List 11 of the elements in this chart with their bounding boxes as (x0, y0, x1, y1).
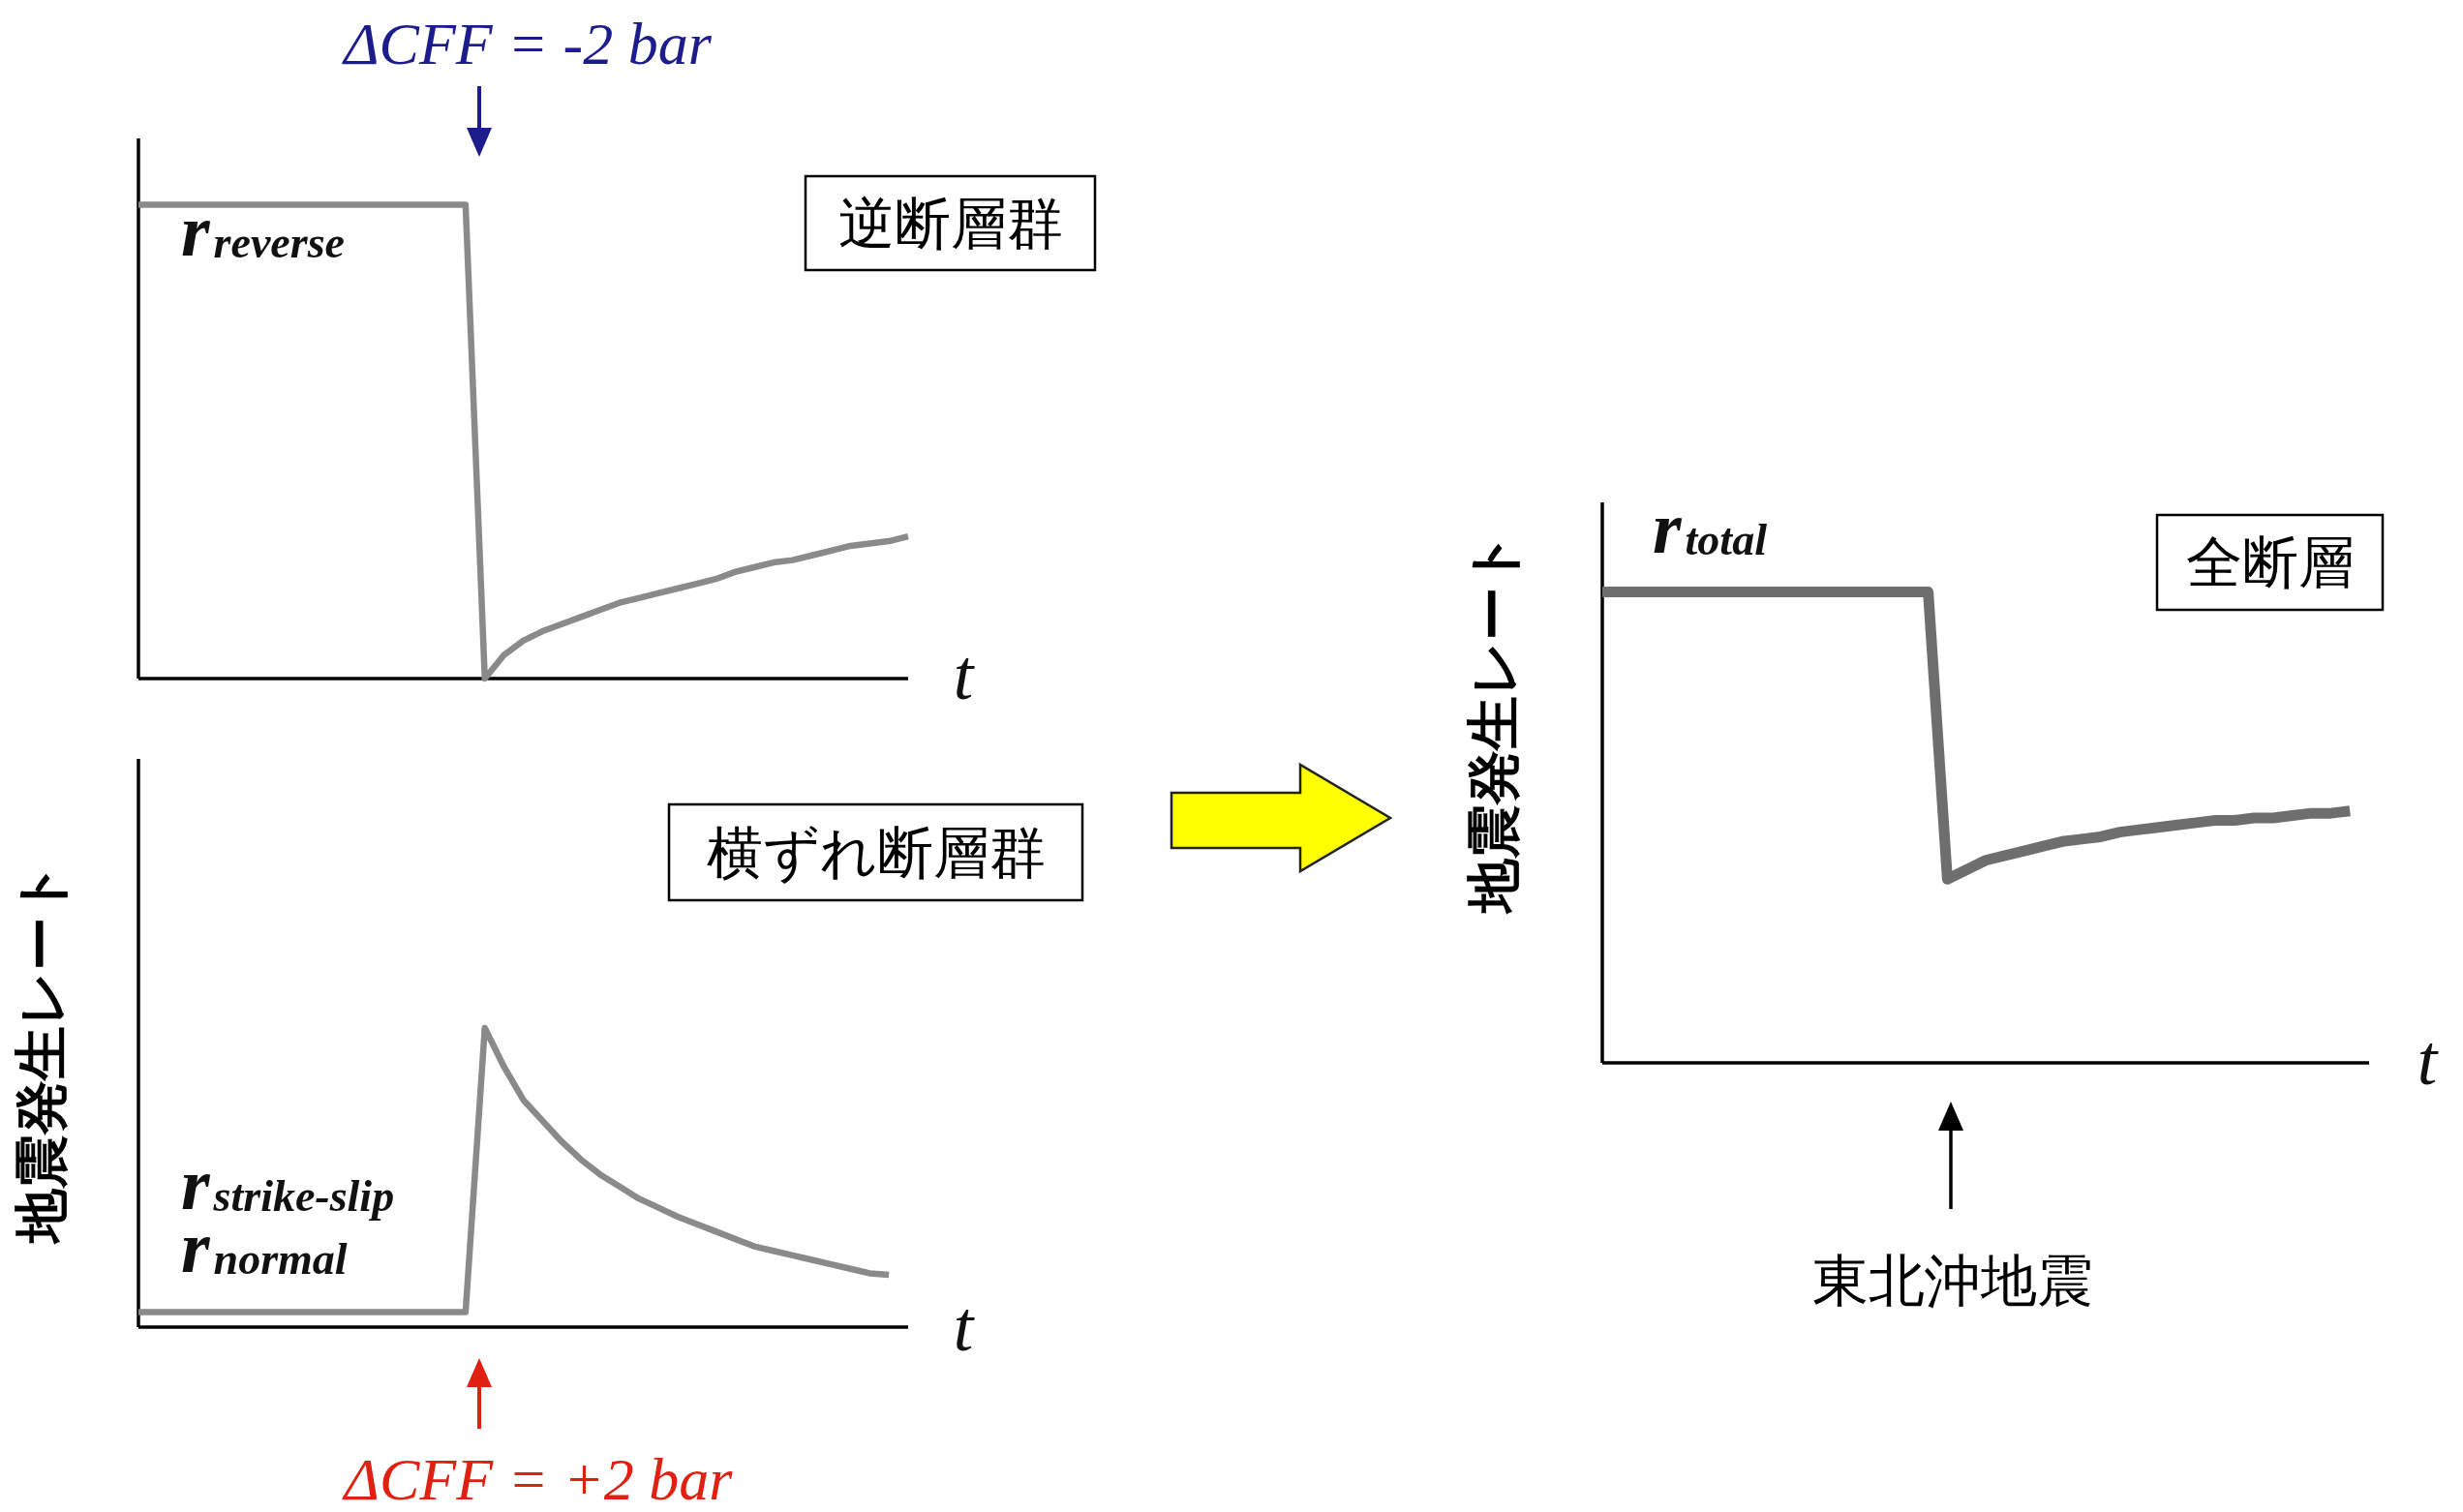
text: 東北沖地震 (1812, 1248, 2093, 1314)
y-axis-title: 地震発生レート (10, 862, 73, 1245)
y-axis-title: 地震発生レート (1462, 531, 1525, 915)
x-axis-title: t (953, 1286, 976, 1366)
x-axis-title: t (953, 635, 976, 714)
annotation: 逆断層群 (837, 190, 1063, 257)
text: ΔCFF = -2 bar (341, 11, 713, 76)
text: 横ずれ断層群 (706, 819, 1046, 886)
text: ΔCFF = +2 bar (341, 1446, 734, 1512)
x-axis-title: t (2417, 1020, 2440, 1100)
annotation: 全断層 (2185, 529, 2355, 595)
